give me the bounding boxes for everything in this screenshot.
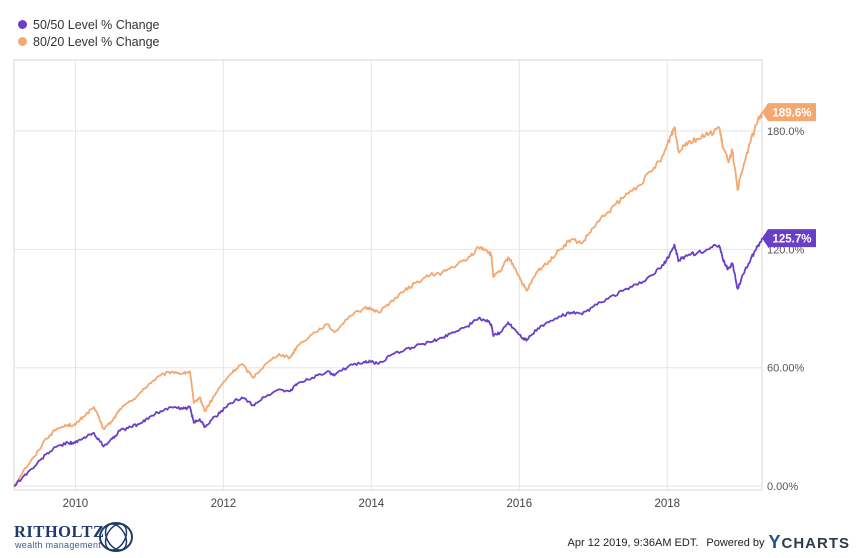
- x-tick-label: 2016: [507, 498, 533, 510]
- y-tick-label: 120.0%: [767, 244, 805, 256]
- end-value-badge-50-50: [762, 229, 816, 248]
- brand-subtitle: wealth management: [15, 540, 102, 550]
- legend-label-80-20: 80/20 Level % Change: [33, 34, 160, 49]
- x-tick-label: 2012: [211, 498, 237, 510]
- x-tick-label: 2014: [359, 498, 385, 510]
- legend-swatch-50-50: [18, 20, 27, 29]
- legend-item-80-20[interactable]: 80/20 Level % Change: [18, 33, 159, 50]
- legend: 50/50 Level % Change 80/20 Level % Chang…: [18, 16, 159, 50]
- y-tick-label: 60.00%: [767, 363, 805, 375]
- ycharts-y: Y: [768, 532, 782, 552]
- end-value-label-50-50: 125.7%: [772, 234, 811, 246]
- ycharts-text: CHARTS: [781, 535, 850, 552]
- end-value-label-80-20: 189.6%: [772, 108, 811, 120]
- plot-border: [13, 59, 763, 491]
- legend-label-50-50: 50/50 Level % Change: [33, 17, 160, 32]
- y-tick-label: 180.0%: [767, 126, 805, 138]
- ritholtz-emblem-icon: [99, 522, 133, 552]
- line-chart: 2010 2012 2014 2016 2018 0.00% 60.00% 120.0% 180…: [13, 59, 816, 510]
- ycharts-logo[interactable]: YCHARTS: [768, 532, 850, 553]
- ritholtz-logo: RITHOLTZ wealth management: [10, 519, 140, 553]
- end-value-badge-80-20: [762, 103, 816, 122]
- series-line-50-50: [13, 237, 763, 487]
- timestamp: Apr 12 2019, 9:36AM EDT.: [567, 536, 699, 549]
- x-tick-label: 2010: [63, 498, 89, 510]
- series-line-80-20: [13, 111, 763, 487]
- powered-by-text: Powered by: [706, 536, 765, 549]
- y-tick-label: 0.00%: [767, 481, 798, 493]
- legend-item-50-50[interactable]: 50/50 Level % Change: [18, 16, 159, 33]
- source-stamp: Apr 12 2019, 9:36AM EDT. Powered by YCHA…: [568, 532, 850, 553]
- brand-name: RITHOLTZ: [14, 522, 105, 541]
- x-tick-label: 2018: [655, 498, 681, 510]
- legend-swatch-80-20: [18, 37, 27, 46]
- footer: RITHOLTZ wealth management Apr 12 2019, …: [0, 515, 864, 558]
